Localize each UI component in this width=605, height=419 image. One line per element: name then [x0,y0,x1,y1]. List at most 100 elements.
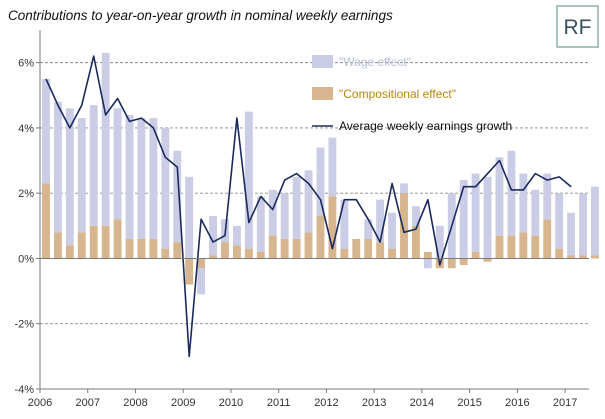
bar-compositional [256,251,265,259]
bar-compositional [567,255,576,259]
bar-wage [42,78,50,184]
bar-wage [519,173,528,233]
y-tick-label: 4% [18,123,34,135]
bar-wage [412,206,420,226]
bar-wage [507,150,516,236]
logo: RF [556,5,599,48]
bar-compositional [388,248,397,259]
bar-wage [388,212,397,249]
bar-compositional [400,193,408,259]
y-tick-labels: -4% -2% 0% 2% 4% 6% [14,58,34,396]
y-tick-label: 2% [18,188,34,200]
x-tick-label: 2015 [457,397,481,409]
legend-label-wage: "Wage effect" [339,55,411,69]
bar-wage [483,176,492,259]
bar-compositional [340,248,349,259]
bar-wage [316,147,325,217]
bar-compositional [459,258,468,265]
logo-text: RF [564,16,592,39]
bar-wage [268,189,277,236]
bar-compositional [471,251,480,259]
bar-compositional [125,238,134,259]
logo-frame [556,5,599,48]
bar-wage [495,157,504,236]
bar-wage [256,196,265,252]
bar-wage [65,108,74,246]
bar-compositional [495,235,504,259]
bar-wage [459,180,468,259]
bar-compositional [209,255,217,259]
bar-compositional [113,219,122,259]
bar-compositional [101,225,110,259]
bar-compositional [77,232,86,259]
legend: "Wage effect" "Compositional effect" Avera… [312,55,512,133]
bar-compositional [352,238,361,259]
bar-wage [340,199,349,249]
x-tick-labels: 2006 2007 2008 2009 2010 2011 2012 2013 2014 2015… [28,397,578,409]
bar-compositional [89,225,98,259]
x-tick-label: 2010 [219,397,243,409]
bar-wage [423,258,432,269]
bar-wage [376,199,385,243]
bar-compositional [65,245,74,259]
x-tick-label: 2007 [75,397,99,409]
bar-compositional [244,248,253,259]
bar-wage [292,176,301,239]
legend-label-line: Average weekly earnings growth [339,119,512,133]
bar-compositional [268,235,277,259]
legend-label-compositional: "Compositional effect" [339,87,456,101]
bar-wage [471,173,480,252]
growth-line-path [45,55,572,358]
legend-swatch-compositional [312,87,333,100]
bar-compositional [137,238,146,259]
bar-compositional [221,242,229,259]
x-tick-label: 2006 [28,397,52,409]
bar-compositional [304,232,313,259]
bar-wage [364,219,373,239]
bar-compositional [555,248,564,259]
bar-wage [579,193,587,256]
bar-compositional [591,255,599,259]
bar-wage [328,137,337,197]
bar-wage [567,212,576,256]
bar-wage [101,52,110,226]
x-tick-label: 2012 [314,397,338,409]
legend-swatch-wage [312,55,333,68]
x-tick-label: 2009 [171,397,195,409]
bar-wage [232,225,241,246]
bar-compositional [447,258,456,269]
bar-compositional [376,242,385,259]
bar-compositional [232,245,241,259]
axes [36,30,589,393]
bar-compositional [412,225,420,259]
bar-compositional [280,238,289,259]
bar-compositional [149,238,158,259]
bar-wage [149,118,158,239]
bar-wage [304,170,313,233]
bar-wage [185,176,194,259]
gridlines [40,62,589,390]
bar-compositional [507,235,516,259]
bar-compositional [173,242,182,259]
chart-title: Contributions to year-on-year growth in … [8,8,393,23]
bar-wage [555,193,564,249]
bar-wage [113,108,122,220]
bar-wage [591,186,599,256]
y-tick-label: -2% [14,319,34,331]
bar-compositional [364,238,373,259]
bar-wage [125,114,134,239]
bar-wage [400,183,408,194]
growth-line [45,55,572,358]
bar-compositional [161,248,170,259]
bar-compositional [531,235,540,259]
bar-compositional [292,238,301,259]
bar-compositional [579,255,587,259]
y-tick-label: -4% [14,384,34,396]
x-tick-label: 2011 [267,397,291,409]
bar-wage [137,118,146,239]
bar-compositional [328,196,337,259]
x-tick-label: 2017 [553,397,577,409]
bar-wage [77,118,86,233]
y-tick-label: 0% [18,253,34,265]
